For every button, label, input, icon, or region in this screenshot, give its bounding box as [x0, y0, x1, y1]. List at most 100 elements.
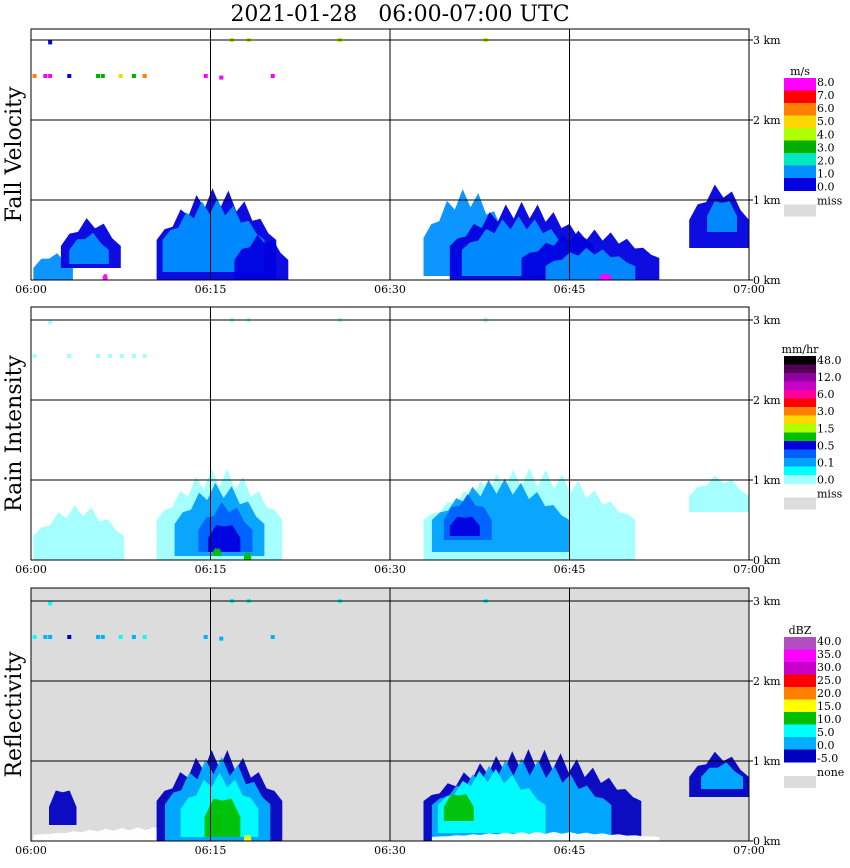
data-cell [701, 762, 743, 789]
data-speck [219, 636, 224, 641]
y-tick-label: 2 km [753, 394, 781, 407]
data-speck [270, 74, 275, 78]
x-tick-label: 06:30 [374, 563, 406, 576]
legend-label: 5.0 [817, 115, 835, 128]
legend-missing-label: miss [817, 195, 843, 208]
legend-label: 15.0 [817, 700, 842, 713]
legend-missing-swatch [784, 204, 816, 217]
legend-label: 0.1 [817, 456, 835, 469]
legend-label: 3.0 [817, 141, 835, 154]
legend-swatch [784, 662, 816, 675]
legend-swatch [784, 458, 816, 467]
legend-swatch [784, 699, 816, 713]
data-cell [102, 273, 108, 280]
legend-swatch [784, 724, 816, 738]
x-tick-label: 06:15 [195, 283, 227, 296]
legend-label: 20.0 [817, 687, 842, 700]
legend-swatch [784, 373, 816, 382]
x-tick-label: 06:45 [554, 844, 586, 857]
legend-swatch [784, 432, 816, 442]
legend-label: 0.5 [817, 439, 835, 452]
legend-swatch [784, 103, 816, 116]
data-speck [48, 320, 53, 325]
legend-swatch [784, 649, 816, 663]
legend-missing-swatch [784, 776, 816, 788]
data-speck [43, 74, 48, 78]
legend-swatch [784, 407, 816, 416]
data-speck [142, 635, 147, 639]
legend-swatch [784, 381, 816, 391]
legend-swatch [784, 356, 816, 365]
y-tick-label: 1 km [753, 755, 781, 768]
data-cells [33, 468, 749, 560]
legend-swatch [784, 712, 816, 725]
data-speck [119, 354, 124, 358]
legend-label: 7.0 [817, 89, 835, 102]
legend-missing-swatch [784, 497, 816, 510]
legend-label: 40.0 [817, 635, 842, 648]
legend-label: 5.0 [817, 726, 835, 739]
data-speck [48, 635, 53, 639]
panel-2: 0 km 1 km 2 km 3 km 06:00 06:15 06:30 06:45 07:0… [2, 306, 843, 576]
panel-3: 0 km 1 km 2 km 3 km 06:00 06:15 06:30 06:45 07:0… [2, 587, 844, 857]
data-speck [96, 635, 101, 639]
legend-swatch [784, 128, 816, 141]
data-cell [443, 794, 474, 821]
data-speck [48, 74, 53, 78]
data-speck [32, 354, 37, 358]
x-tick-label: 06:00 [15, 563, 47, 576]
data-speck [118, 635, 123, 639]
data-speck [67, 354, 72, 358]
data-cell [33, 253, 73, 280]
data-cell [33, 505, 125, 560]
legend-swatch [784, 424, 816, 433]
x-tick-label: 07:00 [733, 563, 765, 576]
data-cell [244, 834, 252, 841]
legend-units: m/s [790, 65, 810, 78]
legend-swatch [784, 115, 816, 129]
data-speck [131, 635, 136, 639]
data-speck [270, 635, 275, 639]
legend-swatch [784, 449, 816, 459]
data-speck [100, 74, 105, 78]
data-cell [689, 475, 749, 512]
data-cell [449, 516, 480, 536]
data-speck [131, 74, 136, 78]
legend-swatch [784, 153, 816, 166]
data-speck [32, 74, 37, 78]
legend-swatch [784, 475, 816, 484]
y-tick-label: 0 km [753, 274, 781, 287]
x-tick-label: 06:00 [15, 283, 47, 296]
legend-missing-label: miss [817, 488, 843, 501]
data-speck [48, 601, 53, 606]
data-cell [212, 548, 222, 556]
data-speck [203, 635, 208, 639]
legend-label: 3.0 [817, 405, 835, 418]
y-tick-label: 3 km [753, 314, 781, 327]
legend-units: dBZ [789, 624, 812, 637]
legend-label: 2.0 [817, 154, 835, 167]
data-speck [131, 354, 136, 358]
legend-swatch [784, 90, 816, 104]
x-tick-label: 07:00 [733, 844, 765, 857]
data-cell [244, 552, 252, 560]
legend-label: 8.0 [817, 76, 835, 89]
y-tick-label: 0 km [753, 835, 781, 848]
legend-label: 35.0 [817, 648, 842, 661]
legend-label: 6.0 [817, 388, 835, 401]
data-cell [49, 790, 77, 825]
x-tick-label: 06:15 [195, 563, 227, 576]
data-cell [431, 831, 660, 841]
plot-frame [30, 28, 750, 281]
y-tick-label: 3 km [753, 595, 781, 608]
y-axis-label: Rain Intensity [2, 354, 27, 511]
legend-swatch [784, 398, 816, 408]
x-tick-label: 06:15 [195, 844, 227, 857]
legend-swatch [784, 390, 816, 399]
legend-label: 25.0 [817, 674, 842, 687]
data-speck [118, 74, 123, 78]
x-tick-label: 06:00 [15, 844, 47, 857]
y-axis-label: Reflectivity [2, 651, 27, 778]
data-speck [96, 354, 101, 358]
